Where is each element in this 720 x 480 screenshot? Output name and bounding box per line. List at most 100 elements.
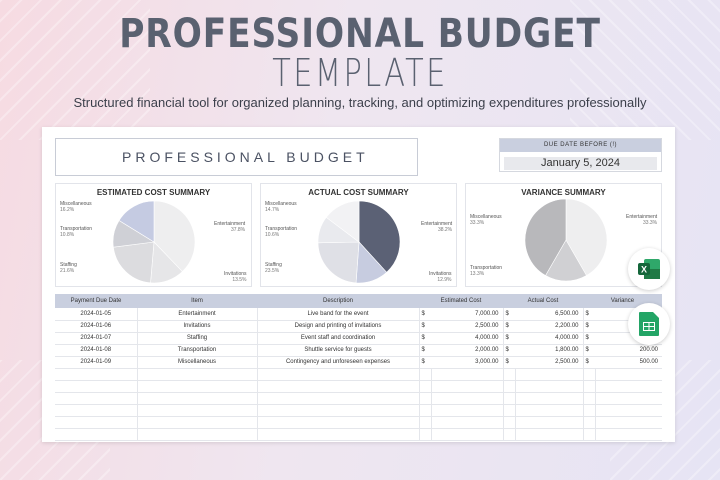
cell-description[interactable]: Contingency and unforeseen expenses (257, 356, 420, 369)
empty-cell[interactable] (595, 404, 662, 417)
empty-cell[interactable] (137, 428, 258, 441)
cell-date[interactable]: 2024-01-05 (55, 308, 138, 321)
empty-cell[interactable] (595, 380, 662, 393)
empty-row[interactable] (55, 368, 662, 381)
empty-cell[interactable] (515, 416, 584, 429)
empty-cell[interactable] (419, 368, 432, 381)
empty-cell[interactable] (515, 368, 584, 381)
cell-date[interactable]: 2024-01-07 (55, 332, 138, 345)
google-sheets-icon[interactable] (628, 303, 670, 345)
empty-cell[interactable] (257, 404, 420, 417)
empty-cell[interactable] (137, 392, 258, 405)
empty-row[interactable] (55, 404, 662, 417)
column-header[interactable]: Actual Cost (503, 294, 583, 308)
empty-cell[interactable] (137, 368, 258, 381)
empty-cell[interactable] (431, 404, 504, 417)
empty-cell[interactable] (503, 380, 516, 393)
empty-cell[interactable] (583, 428, 596, 441)
cell-var[interactable]: 200.00 (595, 344, 662, 357)
empty-cell[interactable] (583, 404, 596, 417)
empty-cell[interactable] (503, 368, 516, 381)
cell-item[interactable]: Entertainment (137, 308, 258, 321)
column-header[interactable]: Description (257, 294, 419, 308)
cell-description[interactable]: Live band for the event (257, 308, 420, 321)
empty-cell[interactable] (515, 380, 584, 393)
empty-cell[interactable] (419, 428, 432, 441)
cell-description[interactable]: Event staff and coordination (257, 332, 420, 345)
empty-cell[interactable] (503, 392, 516, 405)
table-row[interactable]: 2024-01-09 Miscellaneous Contingency and u… (55, 356, 662, 369)
empty-cell[interactable] (595, 416, 662, 429)
cell-act[interactable]: 1,800.00 (515, 344, 584, 357)
cell-est[interactable]: 2,500.00 (431, 320, 504, 333)
empty-cell[interactable] (55, 404, 138, 417)
empty-cell[interactable] (55, 368, 138, 381)
empty-cell[interactable] (419, 392, 432, 405)
empty-cell[interactable] (583, 392, 596, 405)
cell-act[interactable]: 6,500.00 (515, 308, 584, 321)
empty-cell[interactable] (431, 392, 504, 405)
empty-cell[interactable] (595, 392, 662, 405)
cell-est[interactable]: 2,000.00 (431, 344, 504, 357)
empty-cell[interactable] (503, 428, 516, 441)
cell-date[interactable]: 2024-01-06 (55, 320, 138, 333)
table-row[interactable]: 2024-01-05 Entertainment Live band for the… (55, 308, 662, 321)
cell-act[interactable]: 4,000.00 (515, 332, 584, 345)
column-header[interactable]: Item (137, 294, 257, 308)
empty-row[interactable] (55, 428, 662, 441)
column-header[interactable]: Payment Due Date (55, 294, 137, 308)
empty-cell[interactable] (595, 428, 662, 441)
cell-est[interactable]: 3,000.00 (431, 356, 504, 369)
empty-row[interactable] (55, 416, 662, 429)
empty-cell[interactable] (515, 404, 584, 417)
empty-cell[interactable] (515, 392, 584, 405)
cell-est[interactable]: 4,000.00 (431, 332, 504, 345)
empty-cell[interactable] (503, 416, 516, 429)
excel-icon[interactable]: X (628, 248, 670, 290)
cell-date[interactable]: 2024-01-09 (55, 356, 138, 369)
empty-row[interactable] (55, 380, 662, 393)
empty-cell[interactable] (137, 404, 258, 417)
cell-description[interactable]: Shuttle service for guests (257, 344, 420, 357)
empty-cell[interactable] (431, 380, 504, 393)
table-row[interactable]: 2024-01-06 Invitations Design and printing… (55, 320, 662, 333)
empty-cell[interactable] (257, 428, 420, 441)
cell-date[interactable]: 2024-01-08 (55, 344, 138, 357)
empty-cell[interactable] (595, 368, 662, 381)
empty-cell[interactable] (257, 380, 420, 393)
empty-cell[interactable] (137, 416, 258, 429)
empty-cell[interactable] (55, 416, 138, 429)
cell-item[interactable]: Staffing (137, 332, 258, 345)
empty-cell[interactable] (419, 380, 432, 393)
empty-cell[interactable] (503, 404, 516, 417)
empty-cell[interactable] (515, 428, 584, 441)
empty-cell[interactable] (583, 416, 596, 429)
empty-cell[interactable] (431, 416, 504, 429)
empty-cell[interactable] (257, 416, 420, 429)
cell-var[interactable]: 500.00 (595, 356, 662, 369)
column-header[interactable]: Estimated Cost (419, 294, 503, 308)
cell-item[interactable]: Transportation (137, 344, 258, 357)
empty-cell[interactable] (137, 380, 258, 393)
table-row[interactable]: 2024-01-07 Staffing Event staff and coordi… (55, 332, 662, 345)
empty-cell[interactable] (583, 380, 596, 393)
empty-cell[interactable] (257, 368, 420, 381)
empty-cell[interactable] (583, 368, 596, 381)
cell-item[interactable]: Miscellaneous (137, 356, 258, 369)
cell-act[interactable]: 2,500.00 (515, 356, 584, 369)
empty-cell[interactable] (419, 416, 432, 429)
empty-cell[interactable] (431, 368, 504, 381)
empty-cell[interactable] (257, 392, 420, 405)
cell-item[interactable]: Invitations (137, 320, 258, 333)
empty-cell[interactable] (55, 428, 138, 441)
empty-cell[interactable] (419, 404, 432, 417)
cell-est[interactable]: 7,000.00 (431, 308, 504, 321)
cell-act[interactable]: 2,200.00 (515, 320, 584, 333)
empty-cell[interactable] (431, 428, 504, 441)
table-row[interactable]: 2024-01-08 Transportation Shuttle service … (55, 344, 662, 357)
empty-cell[interactable] (55, 380, 138, 393)
due-date-value[interactable]: January 5, 2024 (504, 157, 657, 170)
empty-cell[interactable] (55, 392, 138, 405)
cell-description[interactable]: Design and printing of invitations (257, 320, 420, 333)
empty-row[interactable] (55, 392, 662, 405)
